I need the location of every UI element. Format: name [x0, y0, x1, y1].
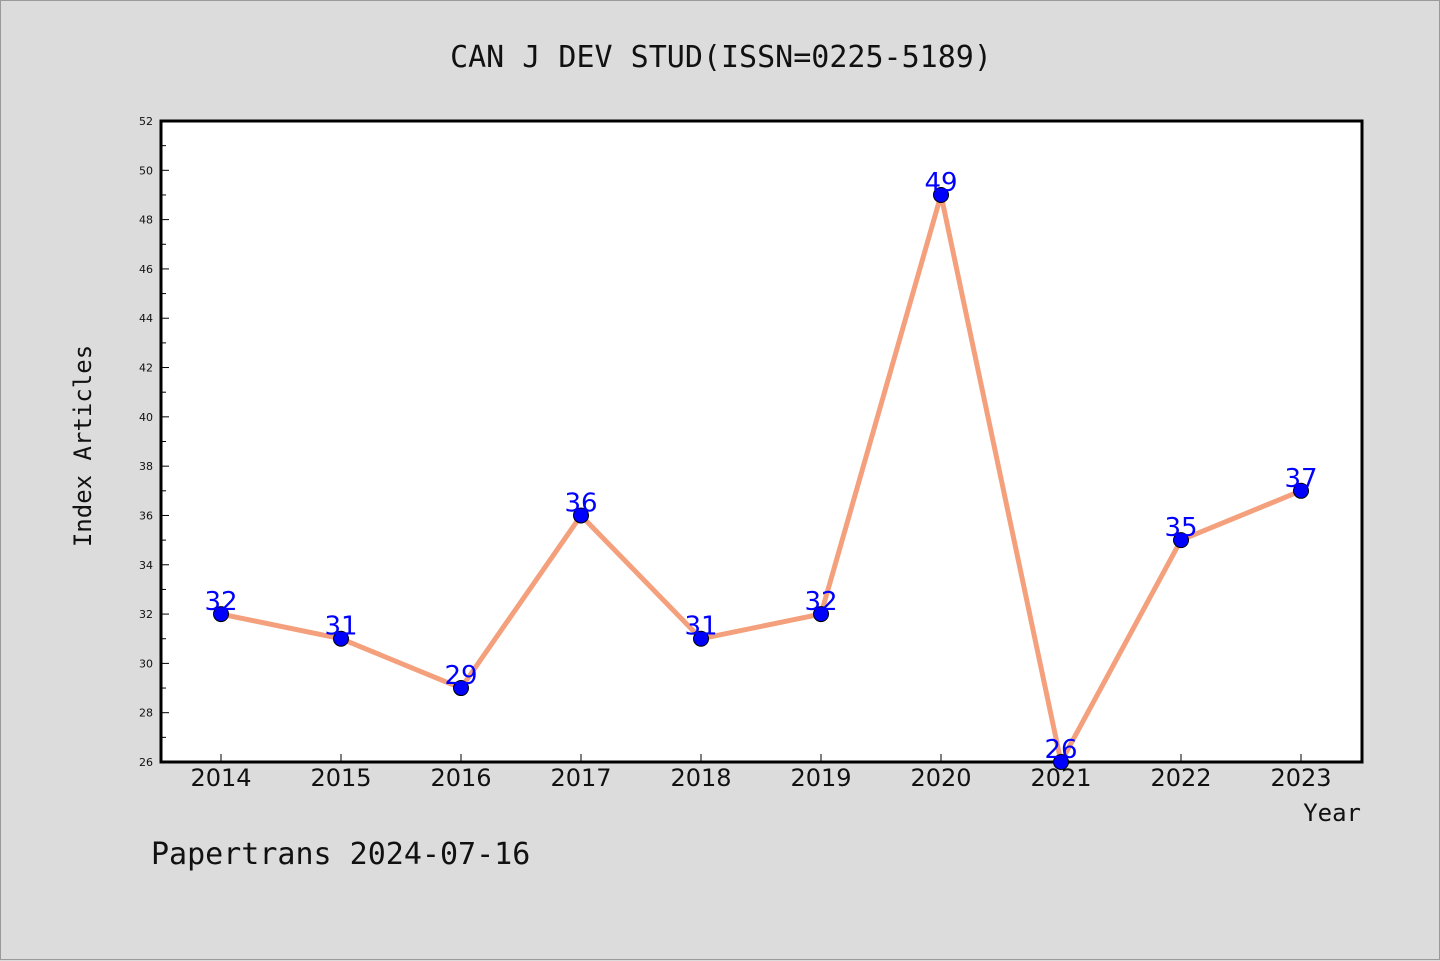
- data-point: [933, 186, 949, 203]
- data-label-group: 32 31 29 36 31 32 49 26 35 37: [204, 168, 1317, 765]
- y-tick-label: 30: [139, 657, 153, 670]
- data-point: [1173, 532, 1189, 549]
- y-tick-label: 46: [139, 263, 153, 276]
- y-tick-label: 50: [139, 164, 153, 177]
- x-tick-label: 2020: [910, 764, 971, 792]
- y-tick-label: 40: [139, 411, 153, 424]
- footer-credit: Papertrans 2024-07-16: [151, 837, 530, 872]
- x-tick-label: 2019: [790, 764, 851, 792]
- data-point: [693, 630, 709, 647]
- series-line-group: [218, 192, 1304, 765]
- x-axis: 2014 2015 2016 2017 2018 2019 2020 2021 2022 2023: [190, 754, 1332, 792]
- data-point: [813, 606, 829, 623]
- y-tick-label: 44: [139, 312, 153, 325]
- x-tick-label: 2023: [1270, 764, 1331, 792]
- data-point: [1053, 754, 1069, 770]
- data-point: [213, 606, 229, 623]
- y-tick-label: 26: [139, 756, 153, 769]
- plot-area: [159, 119, 1364, 764]
- chart-title: CAN J DEV STUD(ISSN=0225-5189): [450, 40, 992, 75]
- marker-group: [213, 186, 1309, 770]
- x-tick-label: 2016: [430, 764, 491, 792]
- y-tick-label: 34: [139, 559, 153, 572]
- x-tick-label: 2014: [190, 764, 251, 792]
- series-line: [218, 192, 1304, 765]
- x-tick-label: 2017: [550, 764, 611, 792]
- y-tick-label: 52: [139, 115, 153, 128]
- data-label: 35: [1164, 513, 1197, 543]
- data-label: 26: [1044, 735, 1077, 765]
- data-point: [1293, 482, 1309, 499]
- data-point: [453, 680, 469, 697]
- y-tick-label: 28: [139, 707, 153, 720]
- y-tick-label: 38: [139, 460, 153, 473]
- data-label: 36: [564, 488, 597, 518]
- x-tick-label: 2022: [1150, 764, 1211, 792]
- data-label: 37: [1284, 464, 1317, 494]
- data-label: 32: [804, 587, 837, 617]
- y-axis: 26 28 30 32 34 36 38 40 42 44 46 48 50 52: [139, 115, 169, 769]
- data-label: 49: [924, 168, 957, 198]
- y-tick-label: 48: [139, 214, 153, 227]
- data-point: [573, 507, 589, 524]
- y-tick-label: 36: [139, 509, 153, 522]
- data-point: [333, 630, 349, 647]
- data-label: 32: [204, 587, 237, 617]
- y-axis-label: Index Articles: [69, 345, 97, 547]
- x-tick-label: 2015: [310, 764, 371, 792]
- y-tick-label: 32: [139, 608, 153, 621]
- x-tick-label: 2018: [670, 764, 731, 792]
- data-label: 29: [444, 661, 477, 691]
- data-label: 31: [324, 612, 357, 642]
- x-axis-label: Year: [1303, 799, 1361, 827]
- y-tick-label: 42: [139, 362, 153, 375]
- data-label: 31: [684, 612, 717, 642]
